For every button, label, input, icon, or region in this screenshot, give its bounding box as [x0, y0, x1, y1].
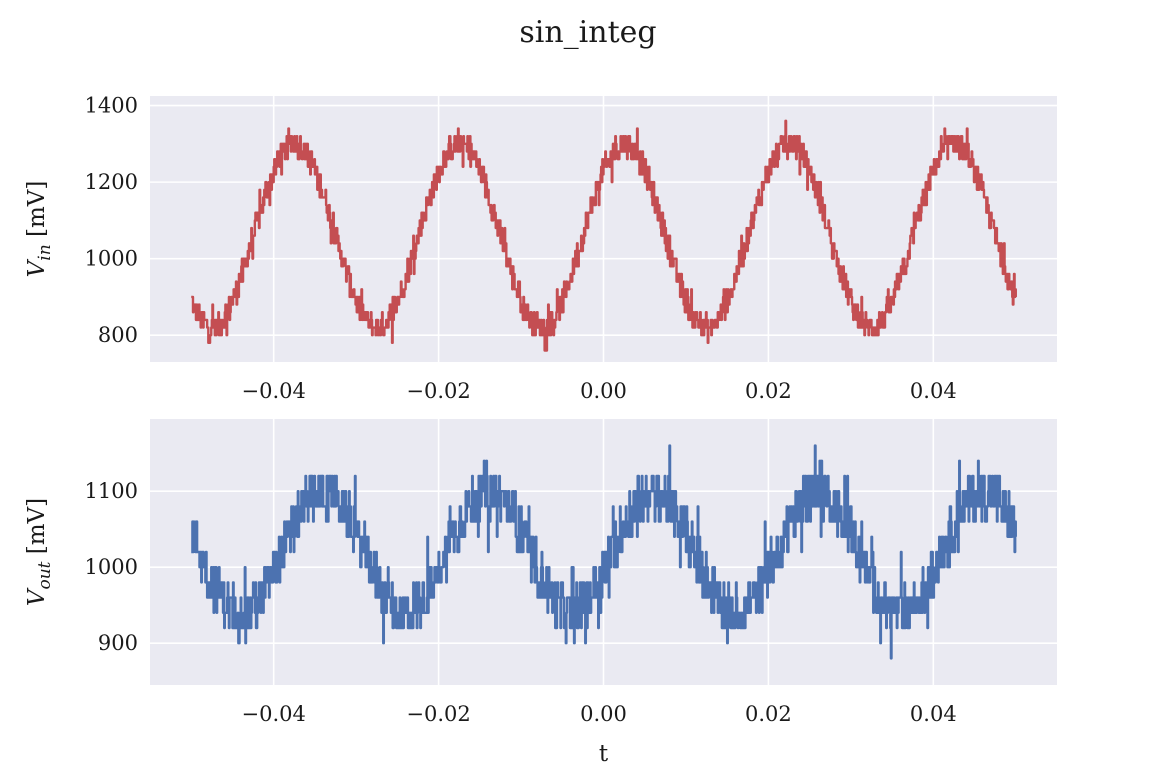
- y-tick-label: 1000: [85, 555, 138, 579]
- series-line: [190, 444, 1017, 660]
- x-tick-label: 0.02: [745, 379, 792, 403]
- y-tick-label: 1000: [85, 247, 138, 271]
- y-axis-label: Vout [mV]: [24, 498, 55, 606]
- figure-title: sin_integ: [519, 15, 656, 50]
- x-tick-label: 0.00: [580, 379, 627, 403]
- x-tick-label: 0.00: [580, 702, 627, 726]
- y-tick-label: 900: [98, 631, 138, 655]
- x-tick-label: −0.04: [242, 379, 306, 403]
- y-axis-label-unit: [mV]: [24, 498, 50, 562]
- x-tick-label: 0.04: [910, 702, 957, 726]
- y-tick-label: 800: [98, 323, 138, 347]
- y-tick-label: 1400: [85, 94, 138, 118]
- y-axis-label-subscript: out: [35, 561, 55, 589]
- panel-vout: −0.04 −0.02 0.00 0.02 0.04 900 1000 1100 Vout [m…: [24, 419, 1057, 767]
- y-axis-label-main: V: [24, 258, 50, 277]
- series-line: [190, 119, 1017, 352]
- y-tick-label: 1100: [85, 479, 138, 503]
- x-tick-label: −0.02: [406, 702, 470, 726]
- y-axis-label: Vin [mV]: [24, 181, 55, 278]
- x-tick-label: 0.04: [910, 379, 957, 403]
- x-tick-label: −0.04: [242, 702, 306, 726]
- y-axis-label-main: V: [24, 587, 50, 606]
- x-tick-label: −0.02: [406, 379, 470, 403]
- y-axis-label-unit: [mV]: [24, 181, 50, 245]
- y-axis-label-subscript: in: [35, 244, 55, 260]
- x-axis-label: t: [599, 741, 609, 767]
- y-tick-label: 1200: [85, 170, 138, 194]
- x-tick-label: 0.02: [745, 702, 792, 726]
- panel-vin: −0.04 −0.02 0.00 0.02 0.04 800 1000 1200 1400 Vin…: [24, 94, 1057, 403]
